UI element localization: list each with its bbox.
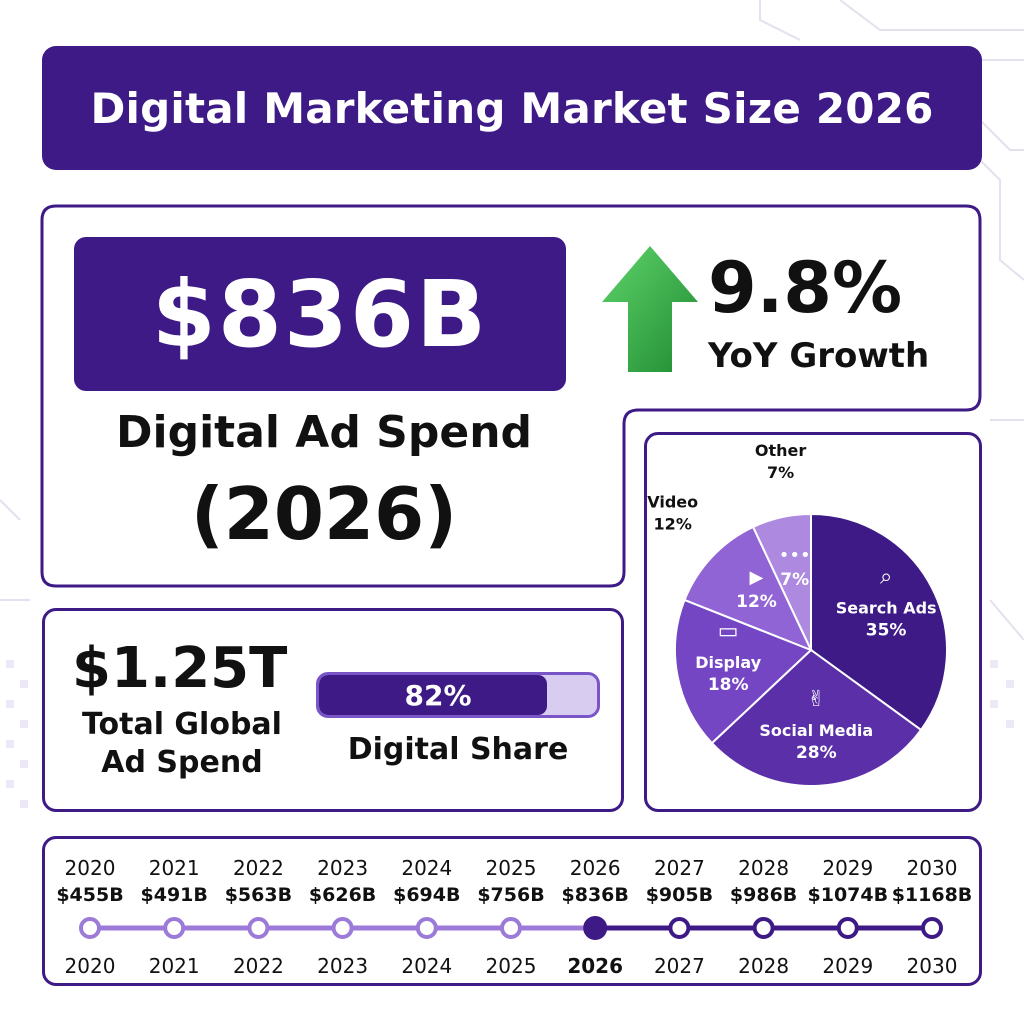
pie-outer-value: 12% [654,515,692,534]
timeline-year-top: 2021 [148,856,200,880]
timeline-year-top: 2023 [317,856,369,880]
timeline-year-top: 2026 [569,856,621,880]
headline-label: Digital Ad Spend [115,407,533,458]
total-label-line2: Ad Spend [101,745,263,780]
digital-share-label: Digital Share [347,732,569,767]
timeline-year-bottom: 2027 [653,954,705,978]
pie-label: Search Ads [836,599,937,618]
total-label: Total Global Ad Spend [72,706,292,782]
timeline-node [331,917,354,939]
pie-outer-label: Video [647,493,698,512]
play-icon: ▶ [750,567,764,588]
timeline-year-bottom: 2030 [906,954,958,978]
timeline-value: $455B [56,884,124,906]
timeline-value: $563B [224,884,293,906]
monitor-icon: ▭ [718,619,739,644]
timeline-year-top: 2030 [906,856,958,880]
timeline-node [79,917,101,939]
timeline-node [500,917,522,939]
timeline-value: $1074B [807,884,889,906]
pie-value-label: 7% [780,570,809,590]
timeline-node [415,917,438,939]
timeline-node [163,917,186,939]
timeline-node [836,917,859,939]
page-title: Digital Marketing Market Size 2026 [90,83,934,133]
headline-value-pill: $836B [74,237,566,391]
headline-year: (2026) [190,472,458,556]
timeline-value: $756B [477,884,545,906]
timeline-node [247,917,270,939]
timeline-value: $986B [729,884,798,906]
timeline-node [583,916,608,940]
timeline-value: $491B [140,884,208,906]
timeline-year-bottom: 2021 [148,954,200,978]
timeline-value: $1168B [891,884,973,906]
timeline-year-top: 2022 [232,856,284,880]
pie-slice-social-media [710,648,923,787]
total-label-line1: Total Global [82,707,282,742]
ellipsis-icon: ••• [779,545,811,566]
digital-share-bar: 82% [316,672,600,718]
timeline-year-top: 2024 [401,856,453,880]
timeline-node [921,917,943,939]
pie-slice-search-ads [810,512,948,732]
total-value: $1.25T [72,636,288,701]
timeline-year-bottom: 2026 [567,954,624,978]
pie-value-label: 35% [866,621,907,641]
timeline-year-bottom: 2024 [401,954,453,978]
timeline-year-top: 2020 [64,856,116,880]
pie-label: Social Media [759,721,873,740]
headline-value: $836B [151,260,489,368]
pie-slice-video [683,525,813,652]
pie-outer-value: 7% [767,463,794,482]
digital-share-value: 82% [404,678,472,712]
timeline-value: $905B [645,884,714,906]
timeline-year-bottom: 2025 [485,954,537,978]
timeline-year-bottom: 2020 [64,954,116,978]
timeline-value: $626B [308,884,377,906]
timeline-value: $694B [393,884,461,906]
pie-slice-display [674,598,813,745]
growth-value: 9.8% [708,247,903,329]
timeline-year-bottom: 2023 [317,954,369,978]
timeline-year-top: 2027 [653,856,705,880]
timeline-year-bottom: 2029 [822,954,874,978]
pie-outer-label: Other [755,441,806,460]
pie-label: Display [695,653,762,672]
timeline-value: $836B [561,884,629,906]
timeline-year-top: 2029 [822,856,874,880]
digital-share-fill [319,675,547,715]
pie-value-label: 18% [708,675,749,695]
growth-label: YoY Growth [708,336,930,376]
timeline-node [668,917,691,939]
thumbs-up-icon: ✌ [807,687,825,712]
timeline-year-top: 2028 [738,856,790,880]
pie-slice-other [751,512,812,651]
up-arrow-icon [602,246,698,372]
timeline-year-bottom: 2028 [738,954,790,978]
timeline-card [42,836,982,986]
pie-value-label: 28% [796,743,837,763]
timeline-year-top: 2025 [485,856,537,880]
title-banner: Digital Marketing Market Size 2026 [42,46,982,170]
timeline-year-bottom: 2022 [232,954,284,978]
pie-value-label: 12% [736,592,777,612]
search-icon: ⌕ [880,565,892,590]
timeline-node [752,917,775,939]
